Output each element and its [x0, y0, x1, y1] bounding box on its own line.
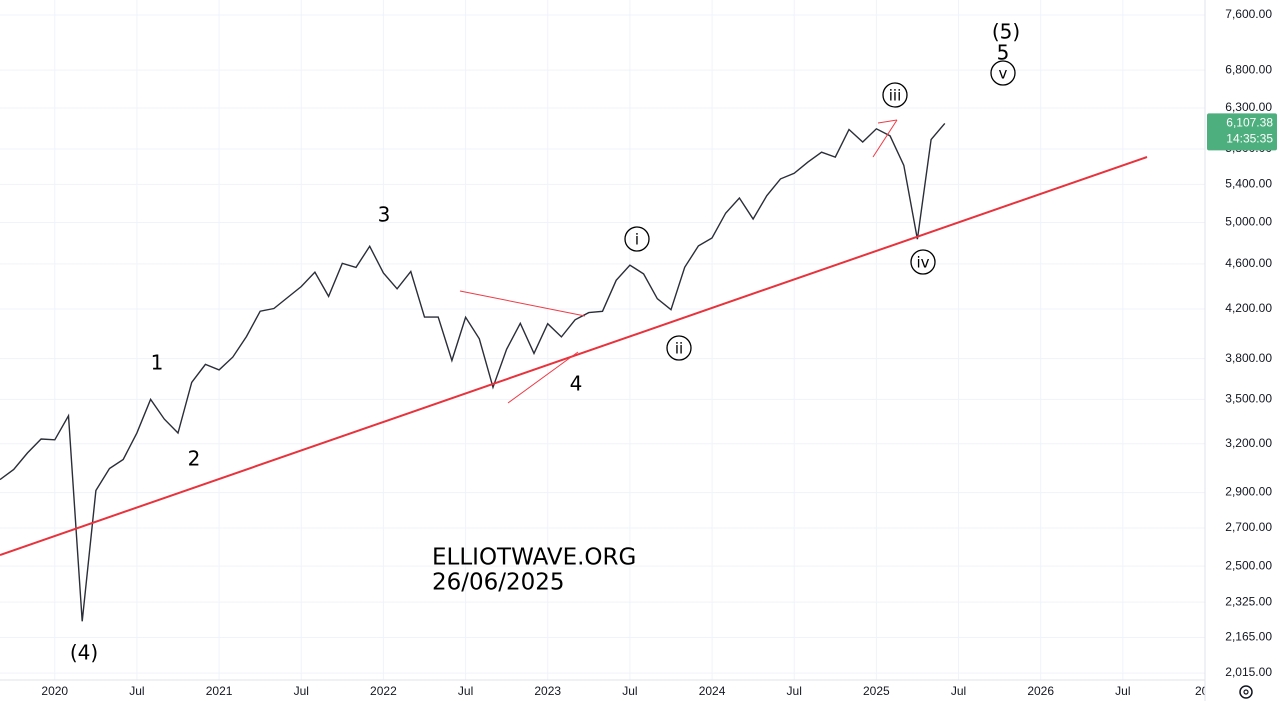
x-tick-label: 2021	[206, 684, 233, 698]
gear-icon[interactable]	[1239, 685, 1253, 699]
price-axis: 2,015.00 2,165.00 2,325.00 2,500.00 2,700.00…	[1204, 0, 1286, 701]
x-tick-label: 2020	[41, 684, 68, 698]
wave-label: v	[999, 65, 1008, 83]
y-tick-label: 3,200.00	[1225, 436, 1272, 450]
watermark: ELLIOTWAVE.ORG	[432, 545, 636, 571]
wave-circle	[666, 335, 692, 361]
x-tick-label: 2024	[699, 684, 726, 698]
trendline	[0, 156, 1148, 556]
wave-label: 3	[378, 203, 391, 227]
x-tick-label: 2023	[534, 684, 561, 698]
y-tick-label: 6,800.00	[1225, 62, 1272, 76]
y-tick-label: 3,800.00	[1225, 351, 1272, 365]
x-tick-label: Jul	[951, 684, 966, 698]
y-tick-label: 6,300.00	[1225, 100, 1272, 114]
x-tick-label: 2025	[863, 684, 890, 698]
wave-circle	[910, 249, 936, 275]
time-axis: 2020 Jul 2021 Jul 2022 Jul 2023 Jul 2024 Jul 2025 J…	[0, 679, 1215, 701]
drawings	[0, 119, 1148, 556]
x-tick-label: 2022	[370, 684, 397, 698]
last-price-box	[1207, 113, 1277, 151]
x-tick-label: Jul	[294, 684, 309, 698]
wave-circle	[990, 60, 1016, 86]
wave-label: 1	[151, 351, 164, 375]
wave-label: ii	[675, 340, 683, 358]
plot	[0, 122, 946, 622]
overlay: 6,107.38 14:35:35	[1207, 113, 1277, 151]
y-tick-label: 2,325.00	[1225, 594, 1272, 608]
countdown: 14:35:35	[1226, 132, 1273, 146]
wave-label: iii	[889, 87, 902, 105]
y-tick-label: 2,900.00	[1225, 485, 1272, 499]
y-tick-label: 2,165.00	[1225, 630, 1272, 644]
wedge-lower	[872, 119, 898, 158]
y-tick-label: 2,700.00	[1225, 520, 1272, 534]
gear-center[interactable]	[1243, 689, 1249, 695]
x-tick-label: Jul	[622, 684, 637, 698]
wave-circle	[882, 82, 908, 108]
y-tick-label: 2,500.00	[1225, 558, 1272, 572]
triangle-lower	[507, 351, 579, 404]
y-tick-label: 4,600.00	[1225, 256, 1272, 270]
last-price-label: 6,107.38	[1226, 116, 1273, 130]
wave-label: 2	[188, 447, 201, 471]
wedge-upper	[877, 119, 898, 124]
settings-button[interactable]	[1239, 685, 1253, 699]
x-tick-label: Jul	[458, 684, 473, 698]
y-tick-label: 3,500.00	[1225, 392, 1272, 406]
time-axis-bg	[0, 680, 1205, 701]
grid	[0, 0, 1206, 680]
wave-label: iv	[916, 254, 929, 272]
watermark-date: 26/06/2025	[432, 570, 565, 596]
y-tick-label: 4,200.00	[1225, 301, 1272, 315]
wave-label: 5	[997, 41, 1010, 65]
price-line	[0, 122, 946, 622]
y-tick-label: 5,000.00	[1225, 215, 1272, 229]
wave-labels: (4) 1 2 3 4 i ii iii iv (5) 5 v	[70, 20, 1020, 665]
wave-label: i	[635, 231, 639, 249]
y-tick-label: 7,600.00	[1225, 7, 1272, 21]
triangle-upper	[459, 290, 586, 317]
x-tick-label: Jul	[129, 684, 144, 698]
wave-label: (5)	[992, 20, 1020, 44]
y-tick-label: 2,015.00	[1225, 665, 1272, 679]
wave-label: (4)	[70, 641, 98, 665]
x-tick-label: 2026	[1027, 684, 1054, 698]
y-tick-label: 5,400.00	[1225, 177, 1272, 191]
x-tick-label: Jul	[1115, 684, 1130, 698]
wave-circle	[624, 226, 650, 252]
wave-label: 4	[570, 372, 583, 396]
x-tick-label: Jul	[787, 684, 802, 698]
